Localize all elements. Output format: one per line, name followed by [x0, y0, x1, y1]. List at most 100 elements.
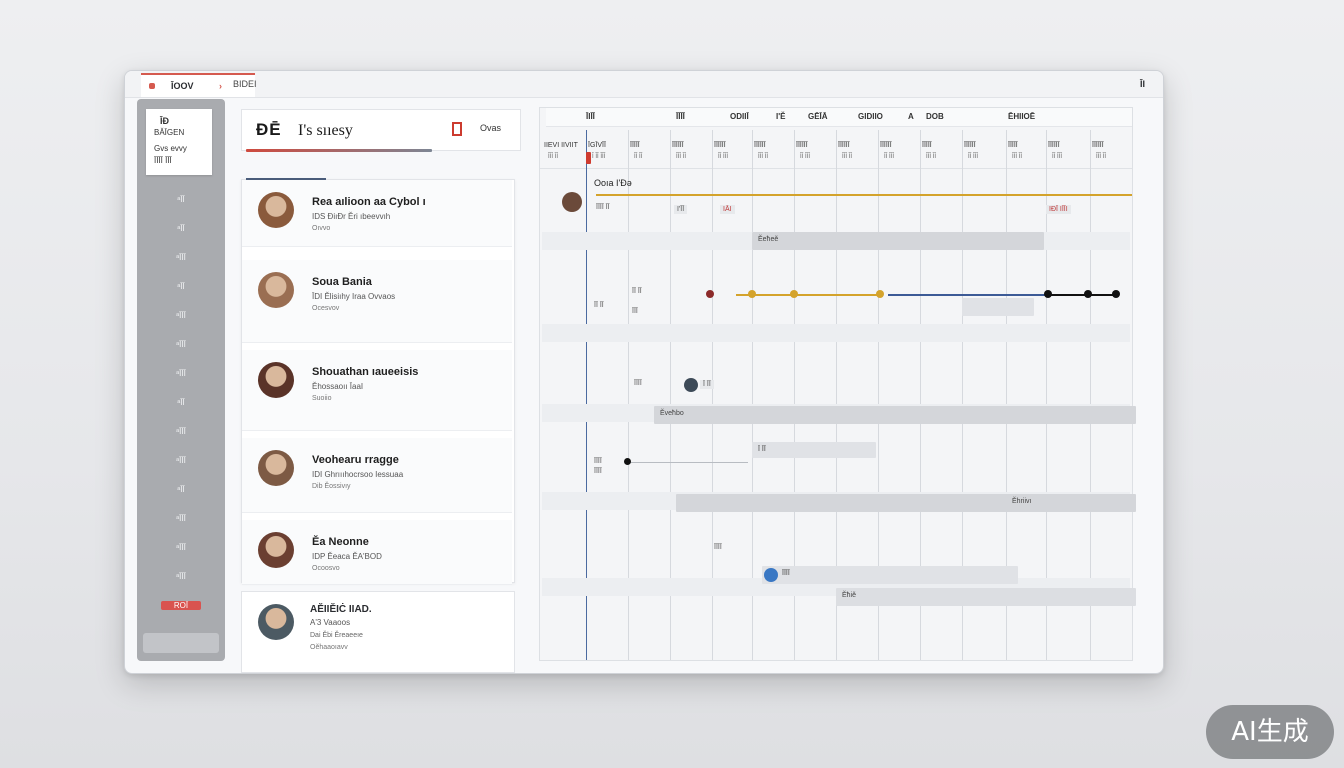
- task-label: Ĕeħeĕ: [758, 236, 779, 243]
- header-button[interactable]: Ovas: [480, 123, 502, 133]
- person-role: A'3 Vaaoos: [310, 618, 351, 627]
- task-label: ĪĪĪĪ: [782, 570, 790, 577]
- list-item[interactable]: Shouathan ıaueeisis Ĕhossaoıı ĪaaI Suoiio: [242, 350, 512, 431]
- window-control[interactable]: ĪI: [1139, 79, 1145, 89]
- milestone-dot[interactable]: [624, 458, 631, 465]
- avatar: [258, 532, 294, 568]
- milestone-dot[interactable]: [1084, 290, 1092, 298]
- task-bar[interactable]: Ĕħiĕ: [836, 588, 1136, 606]
- toolbar-item[interactable]: DOB: [926, 112, 944, 121]
- toolbar-item[interactable]: GĒĪĀ: [808, 112, 828, 121]
- task-bar[interactable]: Ī ĪĪ: [752, 442, 876, 458]
- toolbar-item[interactable]: GIDIIO: [858, 112, 883, 121]
- avatar[interactable]: [562, 192, 582, 212]
- task-label: Ĕħiĕ: [842, 592, 857, 599]
- column-subheader: ĪĪĪ ĪĪ: [676, 154, 687, 160]
- list-item[interactable]: Rea aılioon aa Cybol ı IDS ĐiıĐr Ĕri ıbee…: [242, 180, 512, 247]
- column-subheader: ĪĪĪ ĪĪ: [758, 154, 769, 160]
- sidebar-item[interactable]: ᵃĪĪ: [177, 485, 185, 494]
- tick-label: ĪĪĪĪ: [594, 468, 602, 475]
- toolbar-item[interactable]: ODIIĪ: [730, 112, 749, 121]
- active-tab[interactable]: ĪOOV ›: [141, 73, 255, 97]
- toolbar-item[interactable]: A: [908, 112, 914, 121]
- column-header[interactable]: ĪĪĪĪĪĪ: [754, 142, 766, 149]
- task-badge[interactable]: Ī ĪĪ: [700, 380, 714, 389]
- column-header[interactable]: ĪĪĪĪĪĪ: [838, 142, 850, 149]
- column-subheader: ĪĪĪ ĪĪ: [926, 154, 937, 160]
- app-window: ĪOOV › BIDEI ĪI ĪĐ BĂĪGEN Gvs evvy ĪĪĪĪ …: [124, 70, 1164, 674]
- task-badge[interactable]: IĐĪ IĪĪI: [1046, 205, 1071, 214]
- second-tab[interactable]: BIDEI: [233, 79, 257, 89]
- sidebar-footer[interactable]: [143, 633, 219, 653]
- toolbar-item[interactable]: ĪIĪĪ: [586, 112, 595, 121]
- sidebar-item[interactable]: ᵃĪĪĪ: [176, 427, 186, 436]
- today-line: [586, 130, 587, 660]
- sidebar-item[interactable]: ᵃĪĪĪ: [176, 253, 186, 262]
- column-header[interactable]: ĪGĪVĪĪ: [588, 142, 606, 149]
- toolbar-item[interactable]: ĪĪĪĪ: [676, 112, 685, 121]
- list-item[interactable]: Ĕa Neonne IDP Ĕeaca ĔA'BOD Ocoosvo: [242, 520, 512, 585]
- sidebar-card-line2: BĂĪGEN: [154, 128, 185, 137]
- tick-label: ĪĪ ĪĪ: [632, 288, 642, 295]
- task-bar[interactable]: [962, 298, 1034, 316]
- sidebar-item[interactable]: ᵃĪĪĪ: [176, 311, 186, 320]
- column-header[interactable]: IIEVI IIVIIT: [544, 142, 578, 149]
- column-subheader: ĪĪ ĪĪ: [634, 154, 643, 160]
- column-subheader: ĪĪ ĪĪĪ: [800, 154, 811, 160]
- grid-line: [962, 130, 963, 660]
- toolbar-item[interactable]: ĒHIIOĒ: [1008, 112, 1036, 121]
- sidebar-item[interactable]: ᵃĪĪĪ: [176, 514, 186, 523]
- toolbar-item[interactable]: I'Ĕ: [776, 112, 786, 121]
- sidebar-item[interactable]: ᵃĪĪ: [177, 398, 185, 407]
- sidebar-item[interactable]: ᵃĪĪ: [177, 224, 185, 233]
- sidebar-item[interactable]: ROĪ: [161, 601, 201, 610]
- column-header[interactable]: ĪĪĪĪĪ: [630, 142, 640, 149]
- column-header[interactable]: ĪĪĪĪĪĪ: [672, 142, 684, 149]
- milestone-dot[interactable]: [1112, 290, 1120, 298]
- column-header[interactable]: ĪĪĪĪĪĪ: [796, 142, 808, 149]
- column-subheader: ĪĪĪ ĪĪ: [1096, 154, 1107, 160]
- column-header[interactable]: ĪĪĪĪĪ: [922, 142, 932, 149]
- sidebar-item[interactable]: ᵃĪĪ: [177, 282, 185, 291]
- column-header[interactable]: ĪĪĪĪĪĪ: [880, 142, 892, 149]
- task-label: Ĕhriivı: [1012, 498, 1032, 505]
- sidebar-item[interactable]: ᵃĪĪ: [177, 195, 185, 204]
- sidebar-item[interactable]: ᵃĪĪĪ: [176, 543, 186, 552]
- tick-label: ĪĪĪĪ: [594, 458, 602, 465]
- flag-icon[interactable]: [452, 122, 462, 136]
- task-bar[interactable]: Ĕveħbo: [654, 406, 1136, 424]
- column-header[interactable]: ĪĪĪĪĪĪ: [1048, 142, 1060, 149]
- milestone-dot[interactable]: [790, 290, 798, 298]
- column-header[interactable]: ĪĪĪĪĪĪ: [1092, 142, 1104, 149]
- ai-generated-watermark: AI生成: [1206, 705, 1334, 759]
- person-role: IDP Ĕeaca ĔA'BOD: [312, 552, 382, 561]
- column-header[interactable]: ĪĪĪĪĪĪ: [714, 142, 726, 149]
- avatar[interactable]: [684, 378, 698, 392]
- task-badge[interactable]: I'ĪĪ: [674, 205, 688, 214]
- column-header[interactable]: ĪĪĪĪĪ: [1008, 142, 1018, 149]
- list-item[interactable]: Veohearu rragge IDI Ghrıııhocrsoo Iessuaa…: [242, 438, 512, 513]
- list-item[interactable]: Soua Bania ĪDI Ĕlisiıhy Iraa Ovvaos Ocesvo…: [242, 260, 512, 343]
- sidebar-profile-card[interactable]: ĪĐ BĂĪGEN Gvs evvy ĪĪĪĪ ĪĪĪ: [146, 109, 212, 175]
- milestone-dot[interactable]: [1044, 290, 1052, 298]
- milestone-dot[interactable]: [748, 290, 756, 298]
- avatar[interactable]: [764, 568, 778, 582]
- sidebar-item[interactable]: ᵃĪĪĪ: [176, 572, 186, 581]
- person-name: Shouathan ıaueeisis: [312, 366, 419, 378]
- list-item[interactable]: AĔIIĔIĊ IIAD. A'3 Vaaoos Dai Ĕbi Ĕreaeeı…: [241, 591, 515, 673]
- person-line3: Dai Ĕbi Ĕreaeeıe: [310, 632, 363, 639]
- page-header: ĐĒ I's sııesy Ovas: [241, 109, 521, 152]
- sidebar-item[interactable]: ᵃĪĪĪ: [176, 340, 186, 349]
- avatar: [258, 450, 294, 486]
- milestone-dot[interactable]: [706, 290, 714, 298]
- sidebar-item[interactable]: ᵃĪĪĪ: [176, 369, 186, 378]
- sidebar-item[interactable]: ᵃĪĪĪ: [176, 456, 186, 465]
- task-bar[interactable]: Ĕhriivı: [676, 494, 1136, 512]
- today-marker-icon[interactable]: [586, 152, 591, 164]
- column-header[interactable]: ĪĪĪĪĪĪ: [964, 142, 976, 149]
- milestone-dot[interactable]: [876, 290, 884, 298]
- avatar: [258, 192, 294, 228]
- task-bar[interactable]: Ĕeħeĕ: [752, 232, 1044, 250]
- task-bar[interactable]: ĪĪĪĪ: [762, 566, 1018, 584]
- task-badge[interactable]: IĀI: [720, 205, 735, 214]
